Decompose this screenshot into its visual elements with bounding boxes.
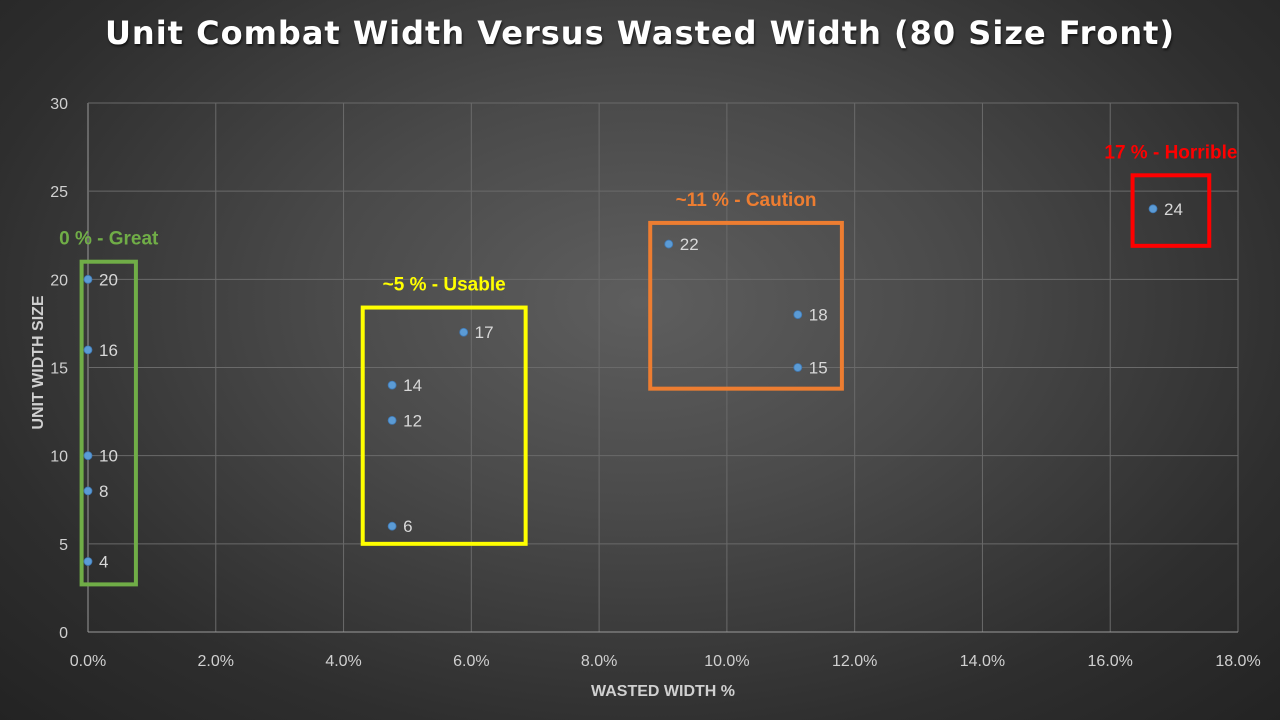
data-point-label: 4 [99, 552, 108, 571]
data-point-label: 24 [1164, 200, 1183, 219]
y-axis-ticks: 0 5 10 15 20 25 30 [50, 96, 68, 642]
data-point [387, 415, 397, 425]
annotation-zones: 0 % - Great ~5 % - Usable ~11 % - Caution 1… [59, 142, 1237, 587]
data-point [1148, 204, 1158, 214]
y-tick-label: 0 [59, 625, 68, 642]
y-tick-label: 15 [50, 361, 68, 378]
x-tick-label: 16.0% [1088, 653, 1133, 670]
data-point [83, 451, 93, 461]
data-point [459, 327, 469, 337]
y-axis-title: UNIT WIDTH SIZE [30, 295, 47, 430]
annotation-label: 17 % - Horrible [1104, 142, 1237, 163]
annotation-box [79, 259, 138, 587]
annotation-label: 0 % - Great [59, 229, 159, 250]
y-tick-label: 25 [50, 184, 68, 201]
y-tick-label: 30 [50, 96, 68, 113]
data-point-label: 17 [475, 323, 494, 342]
data-point-label: 22 [680, 235, 699, 254]
data-point [83, 274, 93, 284]
chart-title: Unit Combat Width Versus Wasted Width (8… [104, 14, 1176, 52]
data-point-label: 15 [809, 359, 828, 378]
data-point [387, 380, 397, 390]
x-tick-label: 18.0% [1215, 653, 1260, 670]
data-point-label: 16 [99, 341, 118, 360]
x-tick-label: 6.0% [453, 653, 489, 670]
x-tick-label: 10.0% [704, 653, 749, 670]
x-tick-label: 4.0% [325, 653, 361, 670]
annotation-box [1130, 173, 1212, 248]
x-tick-label: 14.0% [960, 653, 1005, 670]
data-point-label: 8 [99, 482, 108, 501]
data-point-label: 20 [99, 270, 118, 289]
data-point [83, 557, 93, 566]
data-points: 20 16 10 8 4 14 12 6 17 22 18 15 24 [83, 200, 1183, 571]
data-point-label: 18 [809, 306, 828, 325]
data-point [793, 363, 803, 372]
y-tick-label: 5 [59, 537, 68, 554]
data-point-label: 10 [99, 447, 118, 466]
data-point [387, 521, 397, 531]
grid-lines [87, 102, 1239, 633]
x-axis-title: WASTED WIDTH % [591, 683, 735, 700]
x-tick-label: 8.0% [581, 653, 617, 670]
data-point-label: 14 [403, 376, 422, 395]
y-tick-label: 10 [50, 449, 68, 466]
data-point [83, 486, 93, 496]
y-tick-label: 20 [50, 272, 68, 289]
data-point [83, 345, 93, 355]
data-point [793, 310, 803, 320]
x-tick-label: 2.0% [198, 653, 234, 670]
data-point-label: 6 [403, 517, 412, 536]
annotation-label: ~11 % - Caution [676, 190, 817, 211]
x-tick-label: 0.0% [70, 653, 106, 670]
annotation-box [360, 305, 528, 546]
annotation-box [648, 220, 844, 391]
data-point-label: 12 [403, 411, 422, 430]
x-axis-ticks: 0.0% 2.0% 4.0% 6.0% 8.0% 10.0% 12.0% 14.0% 16.0%… [70, 653, 1261, 670]
x-tick-label: 12.0% [832, 653, 877, 670]
annotation-label: ~5 % - Usable [383, 275, 506, 296]
data-point [664, 239, 674, 249]
